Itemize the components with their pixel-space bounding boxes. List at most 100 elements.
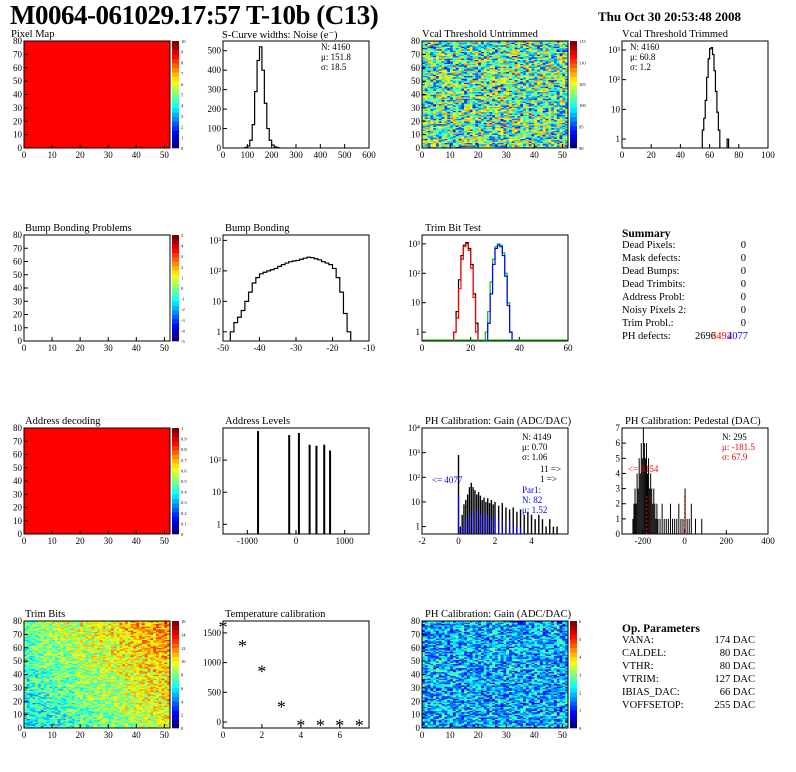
heatmap-cell [444,114,448,117]
heatmap-cell [433,42,437,44]
heatmap-cell [542,131,546,134]
heatmap-cell [531,86,535,89]
heatmap-cell [497,119,501,122]
heatmap-cell [40,633,44,635]
heatmap-cell [531,89,535,91]
heatmap-cell [427,145,431,147]
heatmap-cell [545,105,549,107]
heatmap-cell [464,99,468,102]
heatmap-cell [525,95,529,98]
heatmap-cell [539,42,544,44]
heatmap-cell [528,142,532,145]
heatmap-cell [424,67,428,70]
heatmap-cell [40,649,44,651]
heatmap-cell [433,78,437,81]
heatmap-cell [483,73,487,75]
heatmap-cell [497,94,501,97]
heatmap-cell [480,91,485,94]
heatmap-cell [520,97,524,99]
heatmap-cell [32,673,36,675]
heatmap-cell [475,99,479,102]
heatmap-cell [486,49,490,51]
heatmap-cell [492,119,496,122]
heatmap-cell [556,67,560,70]
heatmap-cell [24,691,28,694]
heatmap-cell [556,99,560,102]
heatmap-cell [517,51,521,54]
heatmap-cell [444,49,448,51]
heatmap-cell [523,111,527,114]
heatmap-cell [38,655,42,658]
heatmap-cell [452,71,456,74]
heatmap-cell [24,713,28,715]
heatmap-cell [436,138,440,141]
heatmap-cell [539,47,544,50]
heatmap-cell [466,134,471,137]
heatmap-cell [492,122,496,125]
heatmap-cell [556,146,560,149]
heatmap-cell [523,115,527,118]
heatmap-cell [486,105,490,107]
heatmap-cell [562,61,566,63]
heatmap-cell [551,117,555,119]
heatmap-cell [565,89,569,91]
heatmap-cell [40,683,44,686]
heatmap-cell [553,102,558,105]
heatmap-cell [534,114,538,117]
heatmap-cell [514,59,518,62]
heatmap-cell [565,122,569,125]
heatmap-cell [29,653,33,655]
heatmap-cell [35,679,39,682]
heatmap-cell [556,45,560,47]
heatmap-cell [542,94,546,97]
heatmap-cell [500,109,504,111]
heatmap-cell [503,103,507,106]
heatmap-cell [520,51,524,54]
heatmap-cell [562,113,566,115]
heatmap-cell [551,55,555,58]
heatmap-cell [29,697,33,699]
heatmap-cell [537,123,541,126]
heatmap-cell [559,45,563,47]
heatmap-cell [506,46,510,48]
heatmap-cell [517,46,521,48]
heatmap-cell [548,138,552,141]
heatmap-cell [436,145,440,147]
heatmap-cell [542,103,546,106]
heatmap-cell [447,79,451,82]
heatmap-cell [447,90,451,93]
heatmap-cell [556,127,560,130]
heatmap-cell [523,127,527,130]
heatmap-cell [534,47,538,50]
heatmap-cell [430,69,434,71]
heatmap-cell [509,122,513,125]
heatmap-cell [475,55,479,58]
heatmap-cell [553,43,558,46]
heatmap-cell [511,45,515,47]
heatmap-cell [441,73,445,75]
heatmap-cell [525,98,529,101]
heatmap-cell [26,634,30,637]
heatmap-cell [35,631,39,634]
heatmap-cell [38,681,42,683]
heatmap-cell [551,97,555,99]
heatmap-cell [517,126,521,129]
heatmap-cell [461,89,465,91]
heatmap-cell [475,45,479,47]
heatmap-cell [542,129,546,131]
heatmap-cell [483,129,487,131]
heatmap-cell [545,65,549,67]
heatmap-cell [475,119,479,122]
heatmap-cell [486,62,490,65]
heatmap-cell [455,141,459,143]
heatmap-cell [483,127,487,130]
heatmap-cell [441,103,445,106]
heatmap-cell [466,121,471,123]
heatmap-cell [40,653,44,655]
heatmap-cell [472,102,476,105]
heatmap-cell [525,123,529,126]
heatmap-cell [24,621,28,623]
heatmap-cell [433,131,437,134]
heatmap-cell [489,46,493,48]
heatmap-cell [436,79,440,82]
